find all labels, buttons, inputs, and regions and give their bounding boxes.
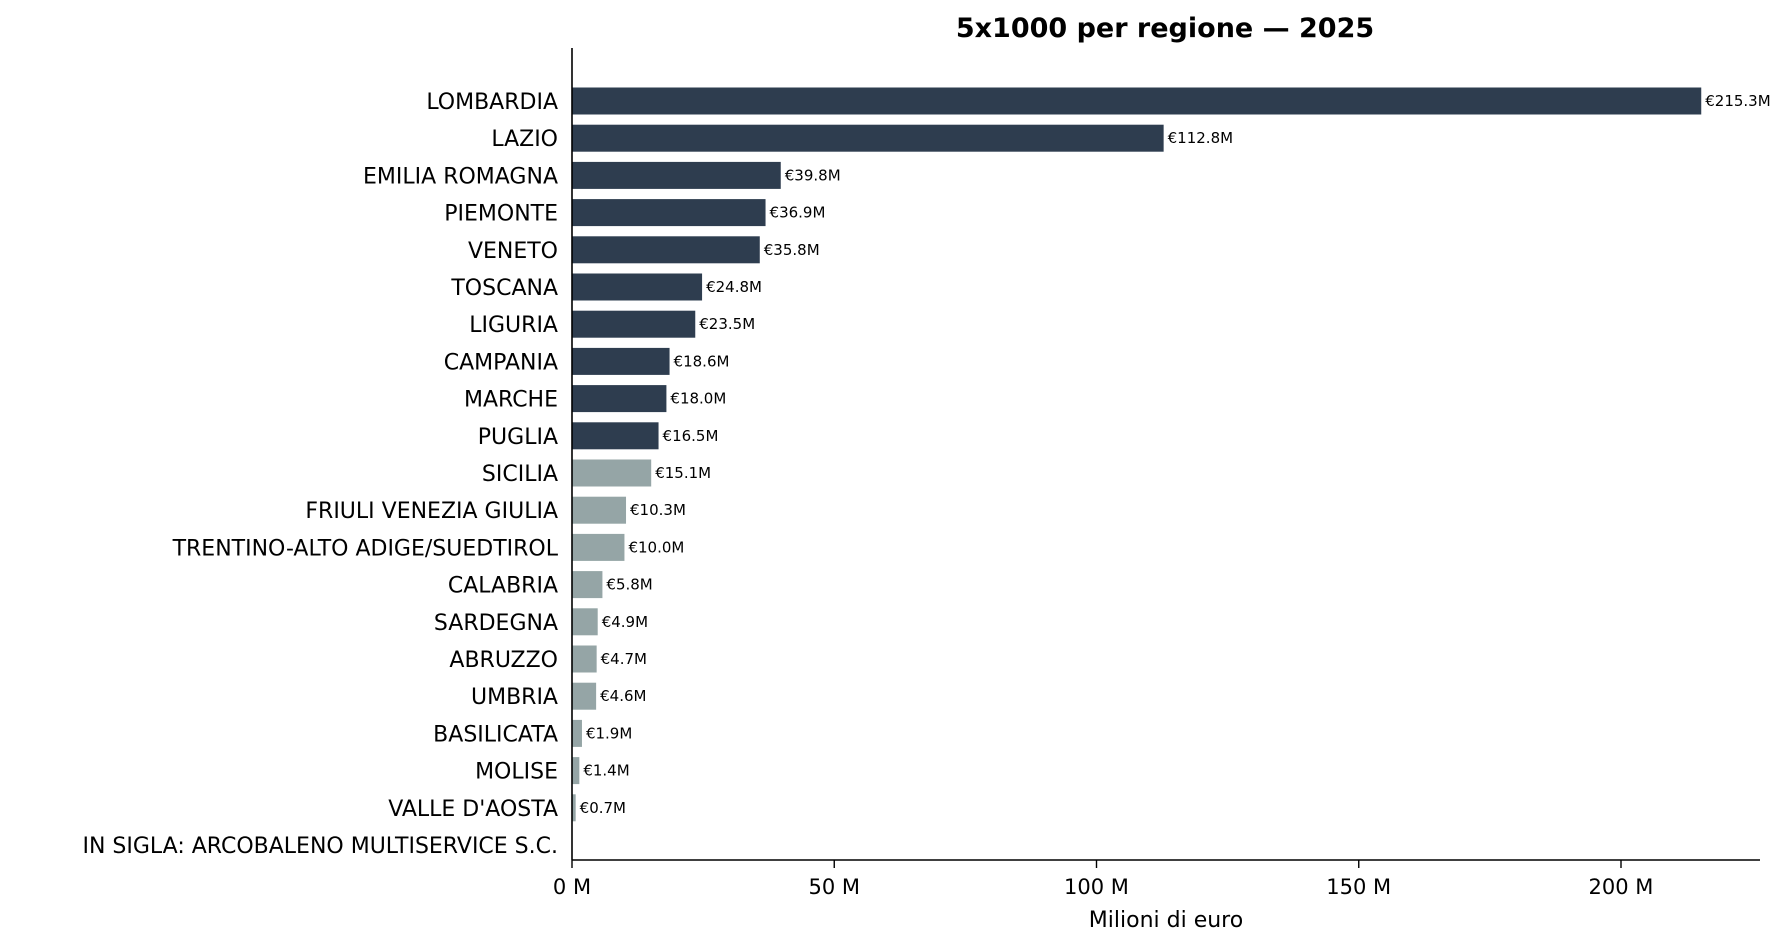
data-label: €215.3M (1705, 92, 1770, 110)
bar (572, 459, 652, 487)
x-tick-label: 150 M (1326, 875, 1391, 899)
bar (572, 682, 597, 710)
x-axis-label: Milioni di euro (1089, 908, 1243, 933)
bar (572, 794, 576, 822)
data-label: €112.8M (1168, 129, 1233, 147)
bar (572, 757, 580, 785)
data-label: €35.8M (764, 241, 820, 259)
x-tick-label: 100 M (1064, 875, 1129, 899)
data-label: €23.5M (699, 315, 755, 333)
y-axis-labels: LOMBARDIA LAZIO EMILIA ROMAGNA PIEMONTE VENE… (82, 90, 558, 859)
y-tick-label: BASILICATA (433, 722, 558, 747)
bar (572, 608, 598, 636)
bar (572, 310, 696, 338)
x-tick-label: 0 M (553, 875, 591, 899)
data-label: €10.3M (630, 501, 686, 519)
y-tick-label: PIEMONTE (444, 202, 558, 227)
data-label: €10.0M (628, 538, 684, 556)
data-label: €4.9M (602, 613, 648, 631)
data-label: €1.9M (586, 724, 632, 742)
data-label: €24.8M (706, 278, 762, 296)
y-tick-label: FRIULI VENEZIA GIULIA (305, 499, 558, 524)
y-tick-label: TRENTINO-ALTO ADIGE/SUEDTIROL (172, 536, 559, 561)
data-label: €36.9M (770, 204, 826, 222)
bar (572, 533, 625, 561)
bar (572, 124, 1164, 152)
bar (572, 571, 603, 599)
bar (572, 236, 760, 264)
y-tick-label: ABRUZZO (449, 648, 558, 673)
data-label: €16.5M (663, 427, 719, 445)
y-tick-label: SICILIA (482, 462, 558, 487)
y-tick-label: IN SIGLA: ARCOBALENO MULTISERVICE S.C. (82, 834, 558, 859)
data-label: €15.1M (655, 464, 711, 482)
y-tick-label: LAZIO (491, 127, 558, 152)
y-tick-label: LOMBARDIA (426, 90, 558, 115)
bars-group (572, 87, 1702, 822)
bar (572, 87, 1702, 115)
y-tick-label: EMILIA ROMAGNA (363, 164, 558, 189)
x-tick-label: 50 M (808, 875, 860, 899)
x-axis-ticks: 0 M 50 M 100 M 150 M 200 M (553, 860, 1654, 899)
y-tick-label: CAMPANIA (444, 350, 558, 375)
y-tick-label: LIGURIA (469, 313, 558, 338)
y-tick-label: CALABRIA (448, 574, 558, 599)
data-label: €18.0M (670, 390, 726, 408)
bar (572, 347, 670, 375)
data-label: €0.7M (580, 799, 626, 817)
y-tick-label: MARCHE (464, 388, 558, 413)
y-tick-label: VALLE D'AOSTA (388, 797, 558, 822)
y-tick-label: SARDEGNA (434, 611, 558, 636)
bar (572, 422, 659, 450)
data-label: €4.7M (601, 650, 647, 668)
bar (572, 385, 667, 413)
bar (572, 496, 627, 524)
chart-title: 5x1000 per regione — 2025 (956, 13, 1374, 44)
data-label: €39.8M (785, 166, 841, 184)
y-tick-label: UMBRIA (471, 685, 558, 710)
bar (572, 645, 597, 673)
data-label: €4.6M (600, 687, 646, 705)
data-label: €5.8M (606, 576, 652, 594)
y-tick-label: VENETO (468, 239, 558, 264)
y-tick-label: TOSCANA (450, 276, 558, 301)
y-tick-label: MOLISE (475, 760, 558, 785)
bar (572, 719, 582, 747)
data-label: €18.6M (674, 352, 730, 370)
x-tick-label: 200 M (1589, 875, 1654, 899)
bar (572, 273, 703, 301)
data-label: €1.4M (583, 762, 629, 780)
bar (572, 161, 781, 189)
bar (572, 199, 766, 227)
y-tick-label: PUGLIA (478, 425, 558, 450)
value-labels-group: €215.3M €112.8M €39.8M €36.9M €35.8M €24.8M €2… (580, 92, 1771, 817)
